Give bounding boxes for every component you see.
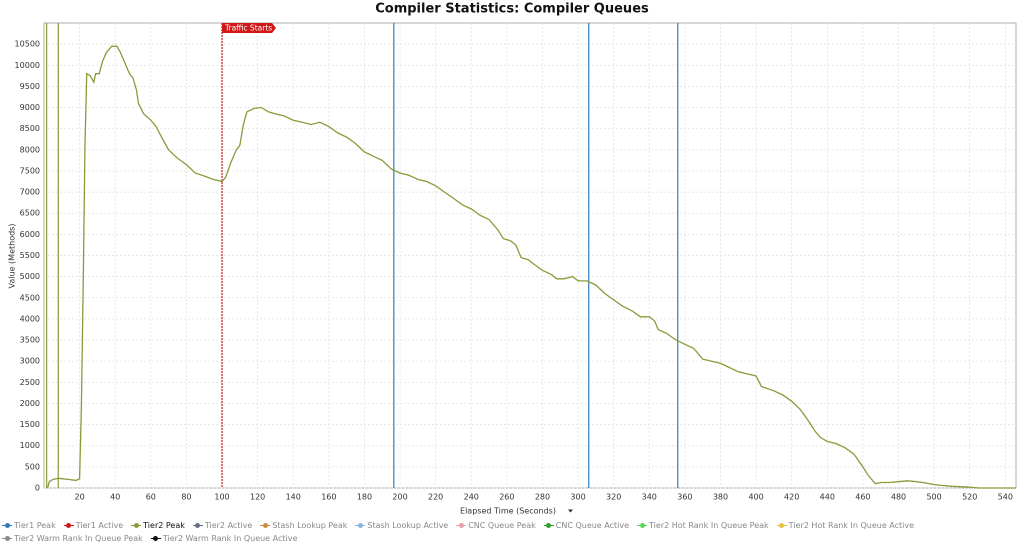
y-tick-label: 2000 xyxy=(20,399,40,408)
legend-item[interactable]: Tier1 Active xyxy=(63,519,124,532)
legend-swatch xyxy=(131,522,142,530)
x-tick-label: 400 xyxy=(748,493,763,502)
legend-swatch xyxy=(63,522,74,530)
x-tick-label: 420 xyxy=(784,493,799,502)
legend-label: Tier1 Peak xyxy=(14,521,56,530)
x-tick-label: 180 xyxy=(357,493,372,502)
x-tick-label: 320 xyxy=(606,493,621,502)
y-axis-label: Value (Methods) xyxy=(8,224,17,289)
legend-item[interactable]: Tier2 Warm Rank In Queue Active xyxy=(150,532,298,545)
series-line xyxy=(46,45,1016,489)
legend-label: CNC Queue Peak xyxy=(468,521,536,530)
legend-swatch xyxy=(456,522,467,530)
x-tick-label: 500 xyxy=(926,493,941,502)
x-tick-label: 260 xyxy=(499,493,514,502)
x-tick-label: 540 xyxy=(998,493,1013,502)
legend-swatch xyxy=(355,522,366,530)
x-tick-label: 80 xyxy=(181,493,191,502)
legend-item[interactable]: Tier1 Peak xyxy=(2,519,56,532)
legend-label: Tier2 Peak xyxy=(143,521,185,530)
x-tick-label: 360 xyxy=(677,493,692,502)
x-tick-label: 20 xyxy=(75,493,85,502)
x-tick-label: 280 xyxy=(535,493,550,502)
legend-label: Tier2 Warm Rank In Queue Peak xyxy=(14,534,143,543)
legend-label: CNC Queue Active xyxy=(555,521,630,530)
sort-arrow[interactable] xyxy=(568,509,573,513)
x-tick-label: 220 xyxy=(428,493,443,502)
legend-swatch xyxy=(2,522,12,530)
y-tick-label: 6000 xyxy=(20,230,40,239)
legend-item[interactable]: Tier2 Warm Rank In Queue Peak xyxy=(2,532,143,545)
legend-swatch xyxy=(776,522,787,530)
x-tick-label: 380 xyxy=(713,493,728,502)
legend-label: Stash Lookup Active xyxy=(367,521,449,530)
y-tick-label: 3000 xyxy=(20,357,40,366)
x-tick-label: 300 xyxy=(570,493,585,502)
x-tick-label: 440 xyxy=(820,493,835,502)
marker-flag xyxy=(222,23,277,33)
y-tick-label: 7500 xyxy=(20,166,40,175)
legend-item[interactable]: Stash Lookup Peak xyxy=(260,519,347,532)
chart: Compiler Statistics: Compiler Queues Val… xyxy=(8,2,1017,516)
legend-item[interactable]: Tier2 Peak xyxy=(131,519,185,532)
y-tick-label: 1500 xyxy=(20,420,40,429)
x-tick-label: 140 xyxy=(286,493,301,502)
legend-swatch xyxy=(2,535,12,543)
legend-item[interactable]: Tier2 Active xyxy=(192,519,253,532)
legend-label: Tier2 Warm Rank In Queue Active xyxy=(162,534,298,543)
legend: Tier1 Peak Tier1 Active Tier2 Peak Tier2 Ac… xyxy=(2,519,1012,545)
x-tick-label: 120 xyxy=(250,493,265,502)
x-tick-label: 100 xyxy=(214,493,229,502)
legend-item[interactable]: Tier2 Hot Rank In Queue Active xyxy=(776,519,915,532)
y-tick-label: 10500 xyxy=(15,40,40,49)
x-tick-label: 60 xyxy=(146,493,156,502)
y-tick-label: 500 xyxy=(25,462,40,471)
y-tick-label: 6500 xyxy=(20,209,40,218)
x-tick-label: 240 xyxy=(464,493,479,502)
y-tick-label: 5500 xyxy=(20,251,40,260)
legend-item[interactable]: CNC Queue Peak xyxy=(456,519,536,532)
y-tick-label: 4500 xyxy=(20,293,40,302)
legend-swatch xyxy=(192,522,203,530)
y-tick-label: 4000 xyxy=(20,314,40,323)
y-tick-label: 9500 xyxy=(20,82,40,91)
x-tick-label: 480 xyxy=(891,493,906,502)
x-tick-label: 340 xyxy=(642,493,657,502)
y-tick-label: 0 xyxy=(35,484,40,493)
x-tick-label: 460 xyxy=(855,493,870,502)
legend-item[interactable]: Stash Lookup Active xyxy=(355,519,448,532)
marker-label: Traffic Starts xyxy=(224,24,272,33)
legend-label: Tier1 Active xyxy=(75,521,124,530)
legend-label: Tier2 Hot Rank In Queue Active xyxy=(788,521,915,530)
legend-label: Stash Lookup Peak xyxy=(272,521,348,530)
y-tick-label: 8500 xyxy=(20,124,40,133)
x-tick-label: 520 xyxy=(962,493,977,502)
y-tick-label: 2500 xyxy=(20,378,40,387)
x-tick-label: 160 xyxy=(321,493,336,502)
legend-label: Tier2 Active xyxy=(204,521,253,530)
y-tick-label: 3500 xyxy=(20,336,40,345)
legend-swatch xyxy=(543,522,554,530)
y-tick-label: 7000 xyxy=(20,188,40,197)
x-axis-label[interactable]: Elapsed Time (Seconds) xyxy=(460,507,556,516)
legend-item[interactable]: Tier2 Hot Rank In Queue Peak xyxy=(637,519,769,532)
x-tick-label: 200 xyxy=(392,493,407,502)
legend-swatch xyxy=(260,522,271,530)
y-tick-label: 10000 xyxy=(15,61,40,70)
x-tick-label: 40 xyxy=(110,493,120,502)
legend-swatch xyxy=(150,535,161,543)
y-tick-label: 1000 xyxy=(20,441,40,450)
y-tick-label: 9000 xyxy=(20,103,40,112)
legend-item[interactable]: CNC Queue Active xyxy=(543,519,630,532)
chart-title: Compiler Statistics: Compiler Queues xyxy=(375,2,649,17)
y-tick-label: 5000 xyxy=(20,272,40,281)
legend-swatch xyxy=(637,522,648,530)
y-tick-label: 8000 xyxy=(20,145,40,154)
legend-label: Tier2 Hot Rank In Queue Peak xyxy=(649,521,769,530)
